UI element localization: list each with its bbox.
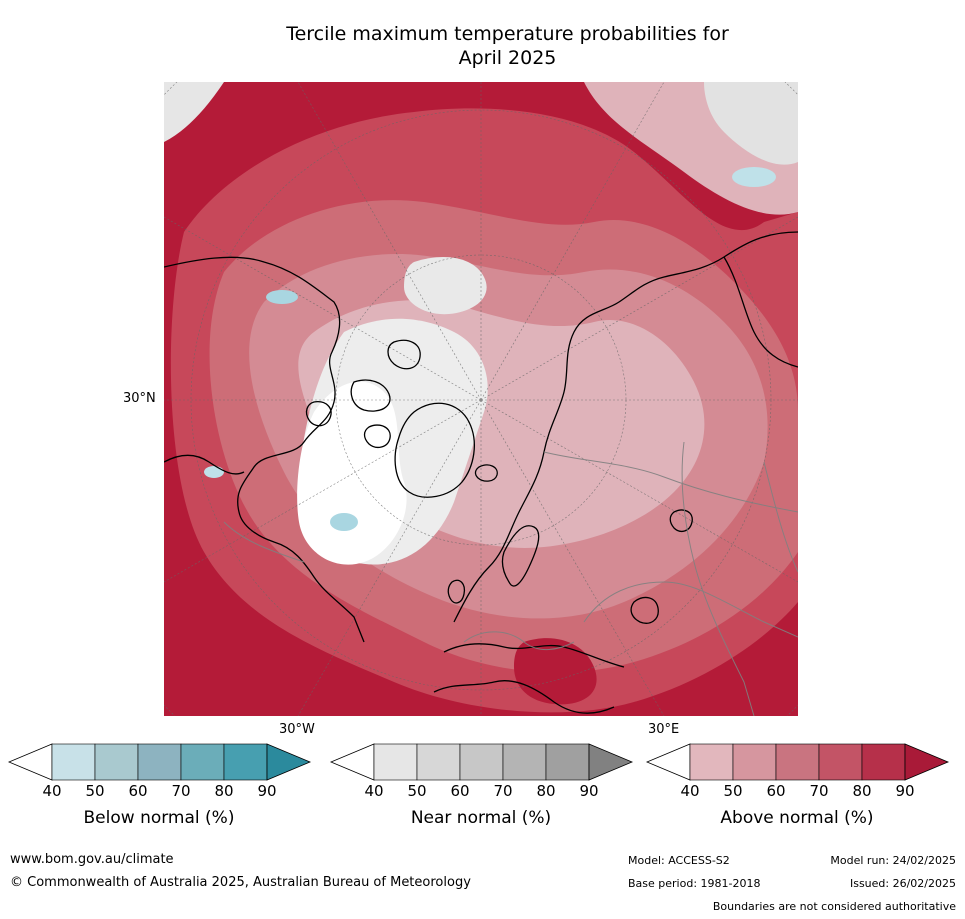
tick-80: 80 <box>214 782 234 800</box>
tick-50: 50 <box>85 782 105 800</box>
region-near-left <box>164 82 224 142</box>
country-borders <box>223 441 798 716</box>
region-above-90-med <box>514 638 597 705</box>
colorbar-swatch-1 <box>373 743 418 781</box>
website-link[interactable]: www.bom.gov.au/climate <box>10 852 174 867</box>
model-text: Model: ACCESS-S2 <box>628 854 730 867</box>
colorbar-label: Below normal (%) <box>83 808 235 828</box>
lon-label-30e: 30°E <box>648 722 680 737</box>
colorbar-label: Near normal (%) <box>410 808 552 828</box>
colorbar-min-extension <box>645 743 691 781</box>
tick-90: 90 <box>579 782 599 800</box>
tick-90: 90 <box>257 782 277 800</box>
colorbar-min-extension <box>7 743 53 781</box>
region-near-mid <box>404 257 487 315</box>
tick-40: 40 <box>364 782 384 800</box>
colorbar-swatch-4 <box>502 743 547 781</box>
region-below-2 <box>266 290 298 304</box>
polar-map <box>164 82 798 716</box>
colorbar-near-normal: 40 50 60 70 80 90 Near normal (%) <box>329 743 634 854</box>
tick-70: 70 <box>809 782 829 800</box>
tick-50: 50 <box>407 782 427 800</box>
chart-title: Tercile maximum temperature probabilitie… <box>165 22 850 70</box>
colorbar-swatch-1 <box>689 743 734 781</box>
colorbar-swatch-3 <box>459 743 504 781</box>
colorbar-below-swatches <box>7 743 312 781</box>
tick-60: 60 <box>766 782 786 800</box>
colorbar-swatch-5 <box>223 743 268 781</box>
region-below-3 <box>732 167 776 187</box>
issued-text: Issued: 26/02/2025 <box>849 877 956 890</box>
tick-40: 40 <box>42 782 62 800</box>
lat-label-30n: 30°N <box>123 391 156 406</box>
coastlines <box>164 231 798 714</box>
colorbar-above-swatches <box>645 743 950 781</box>
region-white-arctic <box>297 381 407 565</box>
colorbar-swatch-4 <box>180 743 225 781</box>
title-line-2: April 2025 <box>458 47 557 69</box>
copyright-text: © Commonwealth of Australia 2025, Austra… <box>10 875 471 890</box>
tick-50: 50 <box>723 782 743 800</box>
colorbar-below-normal: 40 50 60 70 80 90 Below normal (%) <box>7 743 312 854</box>
region-below-4 <box>204 466 224 478</box>
colorbar-swatch-2 <box>416 743 461 781</box>
disclaimer-text: Boundaries are not considered authoritat… <box>712 900 956 913</box>
tick-80: 80 <box>852 782 872 800</box>
colorbar-near-swatches <box>329 743 634 781</box>
colorbar-min-extension <box>329 743 375 781</box>
colorbar-swatch-2 <box>732 743 777 781</box>
colorbar-label: Above normal (%) <box>720 808 874 828</box>
colorbar-above-normal: 40 50 60 70 80 90 Above normal (%) <box>645 743 950 854</box>
tick-70: 70 <box>171 782 191 800</box>
colorbar-max-extension <box>904 743 950 781</box>
colorbar-max-extension <box>266 743 312 781</box>
region-near-north <box>704 82 798 165</box>
colorbar-swatch-5 <box>861 743 906 781</box>
colorbar-max-extension <box>588 743 634 781</box>
tick-70: 70 <box>493 782 513 800</box>
colorbar-swatch-3 <box>775 743 820 781</box>
colorbar-swatch-1 <box>51 743 96 781</box>
base-period-text: Base period: 1981-2018 <box>628 877 761 890</box>
model-run-text: Model run: 24/02/2025 <box>830 854 956 867</box>
tick-60: 60 <box>128 782 148 800</box>
lon-label-30w: 30°W <box>279 722 315 737</box>
colorbar-swatch-2 <box>94 743 139 781</box>
tick-40: 40 <box>680 782 700 800</box>
colorbar-swatch-5 <box>545 743 590 781</box>
colorbar-swatch-3 <box>137 743 182 781</box>
probability-map <box>164 82 798 716</box>
tick-90: 90 <box>895 782 915 800</box>
colorbar-swatch-4 <box>818 743 863 781</box>
region-below-1 <box>330 513 358 531</box>
tick-80: 80 <box>536 782 556 800</box>
graticule <box>164 82 798 716</box>
tick-60: 60 <box>450 782 470 800</box>
title-line-1: Tercile maximum temperature probabilitie… <box>286 23 729 45</box>
